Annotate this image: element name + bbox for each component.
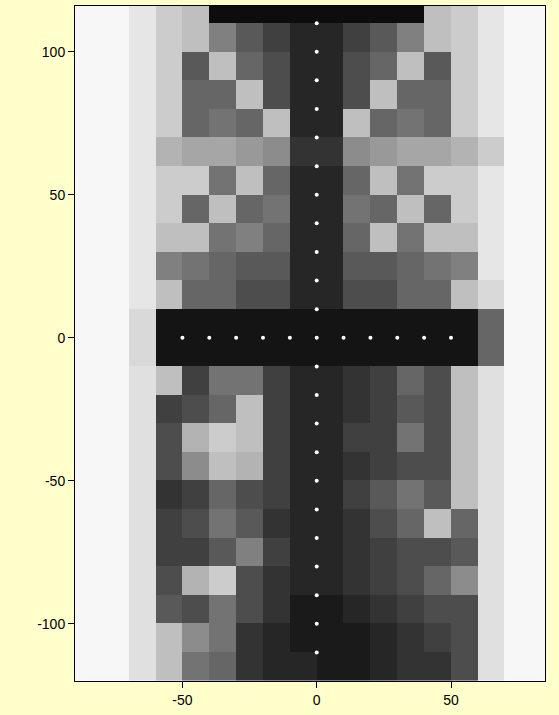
svg-text:0: 0 <box>57 330 65 346</box>
svg-text:50: 50 <box>443 692 459 708</box>
svg-text:-50: -50 <box>172 692 192 708</box>
svg-text:-100: -100 <box>37 616 65 632</box>
svg-text:100: 100 <box>42 44 66 60</box>
svg-text:0: 0 <box>313 692 321 708</box>
svg-text:50: 50 <box>50 187 66 203</box>
svg-text:-50: -50 <box>45 473 65 489</box>
